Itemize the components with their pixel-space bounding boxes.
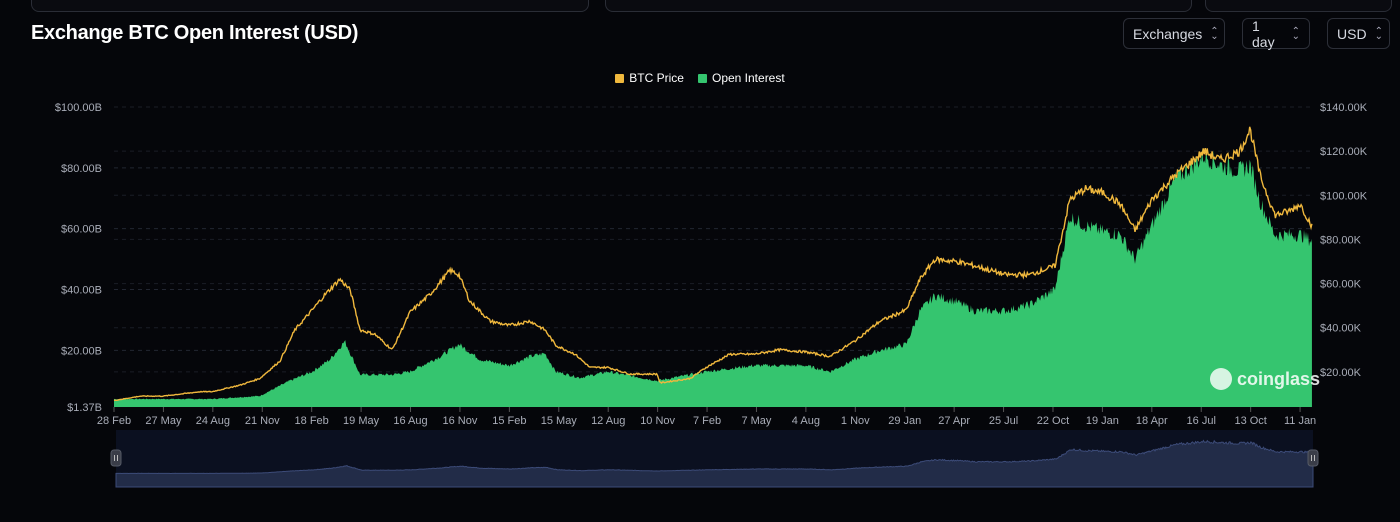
legend-swatch-oi: [697, 74, 707, 83]
x-tick-label: 18 Feb: [295, 415, 329, 427]
y-right-tick-label: $20.00K: [1320, 367, 1362, 379]
legend-swatch-price: [615, 74, 625, 83]
chevron-up-down-icon: ⌃ ⌄: [1374, 25, 1383, 42]
y-left-tick-label: $100.00B: [55, 102, 102, 114]
y-right-tick-label: $60.00K: [1320, 279, 1362, 291]
x-tick-label: 22 Oct: [1037, 415, 1069, 427]
x-tick-label: 27 May: [145, 415, 182, 427]
x-tick-label: 24 Aug: [196, 415, 230, 427]
x-tick-label: 11 Jan: [1284, 415, 1316, 427]
x-tick-label: 27 Apr: [938, 415, 970, 427]
x-tick-label: 1 Nov: [841, 415, 870, 427]
exchanges-select[interactable]: Exchanges ⌃ ⌄: [1123, 18, 1225, 49]
y-left-tick-label: $1.37B: [67, 402, 102, 414]
navigator-handle-left[interactable]: [110, 449, 122, 467]
chart-legend: BTC Price Open Interest: [0, 71, 1400, 85]
x-tick-label: 25 Jul: [989, 415, 1018, 427]
navigator-handle-right[interactable]: [1307, 449, 1319, 467]
y-left-tick-label: $40.00B: [61, 285, 102, 297]
y-right-tick-label: $100.00K: [1320, 190, 1368, 202]
y-left-tick-label: $80.00B: [61, 163, 102, 175]
top-card-3: [1205, 0, 1392, 12]
x-tick-label: 15 May: [541, 415, 578, 427]
y-right-tick-label: $120.00K: [1320, 146, 1368, 158]
top-card-1: [31, 0, 589, 12]
x-tick-label: 16 Jul: [1187, 415, 1216, 427]
interval-select-label: 1 day: [1252, 17, 1275, 50]
x-tick-label: 21 Nov: [245, 415, 280, 427]
interval-select[interactable]: 1 day ⌃ ⌄: [1242, 17, 1310, 50]
x-tick-label: 16 Aug: [393, 415, 427, 427]
x-tick-label: 28 Feb: [97, 415, 131, 427]
btc-price-line: [113, 126, 1313, 402]
top-card-2: [605, 0, 1192, 12]
y-left-tick-label: $60.00B: [61, 224, 102, 236]
currency-select[interactable]: USD ⌃ ⌄: [1327, 18, 1390, 49]
y-right-tick-label: $40.00K: [1320, 323, 1362, 335]
x-tick-label: 19 Jan: [1086, 415, 1119, 427]
x-tick-label: 29 Jan: [888, 415, 921, 427]
navigator-area: [115, 439, 1314, 488]
x-tick-label: 7 May: [741, 415, 771, 427]
x-tick-label: 10 Nov: [640, 415, 675, 427]
y-right-tick-label: $80.00K: [1320, 234, 1362, 246]
currency-select-label: USD: [1337, 25, 1367, 42]
coinglass-watermark: coinglass: [1210, 368, 1320, 390]
legend-item-open-interest[interactable]: Open Interest: [697, 71, 785, 85]
x-tick-label: 19 May: [343, 415, 380, 427]
x-tick-label: 18 Apr: [1136, 415, 1168, 427]
legend-item-btc-price[interactable]: BTC Price: [615, 71, 684, 85]
x-tick-label: 12 Aug: [591, 415, 625, 427]
chart-title: Exchange BTC Open Interest (USD): [31, 22, 359, 44]
x-tick-label: 13 Oct: [1234, 415, 1266, 427]
chevron-up-down-icon: ⌃ ⌄: [1291, 25, 1300, 42]
y-left-tick-label: $20.00B: [61, 345, 102, 357]
exchanges-select-label: Exchanges: [1133, 25, 1203, 42]
open-interest-area: [114, 148, 1312, 407]
y-right-tick-label: $140.00K: [1320, 102, 1368, 114]
x-tick-label: 4 Aug: [792, 415, 820, 427]
x-tick-label: 7 Feb: [693, 415, 721, 427]
chevron-up-down-icon: ⌃ ⌄: [1210, 25, 1219, 42]
x-tick-label: 16 Nov: [443, 415, 478, 427]
coinglass-logo-icon: [1210, 368, 1232, 390]
x-tick-label: 15 Feb: [492, 415, 526, 427]
